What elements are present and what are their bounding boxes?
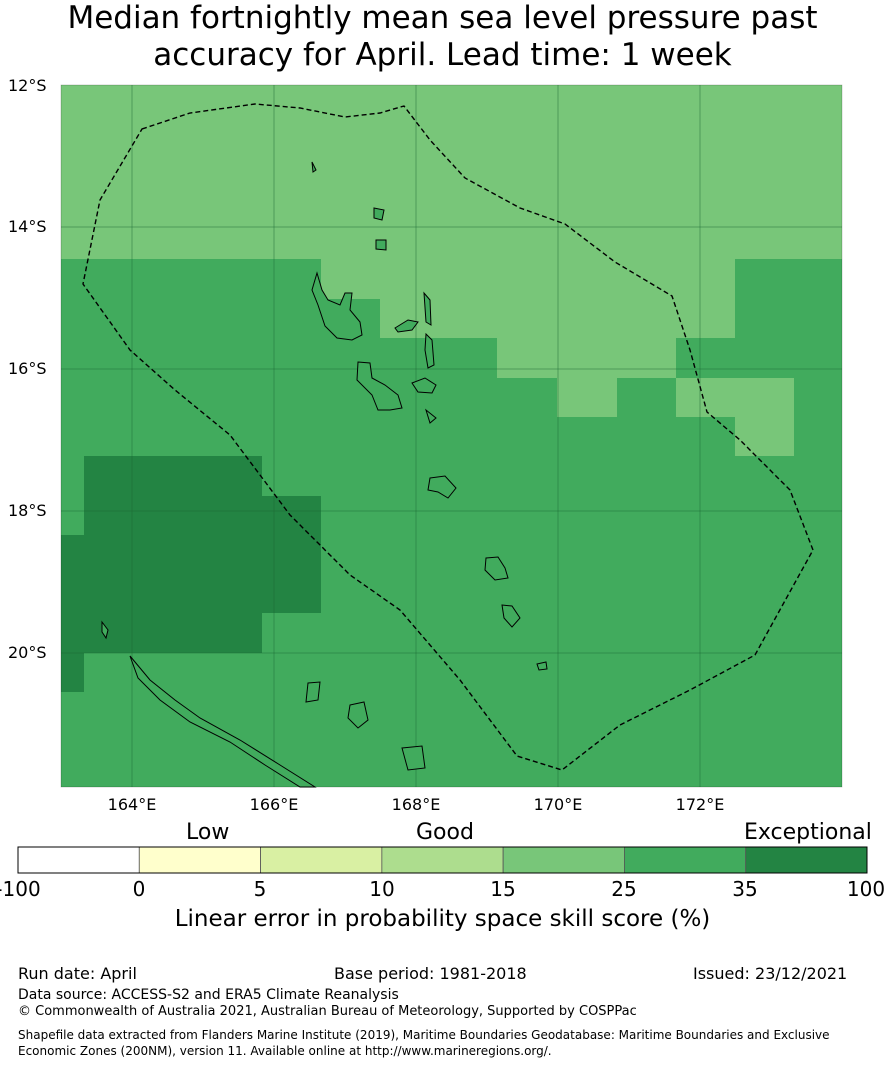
cb-tick-0: -100 (0, 877, 41, 901)
cb-tick-5: 25 (611, 877, 637, 901)
data-source: Data source: ACCESS-S2 and ERA5 Climate … (18, 987, 399, 1003)
cb-tick-6: 35 (732, 877, 758, 901)
base-period: Base period: 1981-2018 (334, 964, 527, 983)
lon-label-172e: 172°E (675, 795, 725, 814)
lon-label-170e: 170°E (533, 795, 583, 814)
island-banks-1 (373, 207, 385, 221)
skill-cell-light-center (557, 378, 617, 417)
island-maewo (423, 291, 432, 326)
island-malekula (356, 361, 403, 411)
colorbar (17, 846, 868, 874)
copyright: © Commonwealth of Australia 2021, Austra… (18, 1004, 637, 1019)
cb-tick-3: 10 (369, 877, 395, 901)
island-new-caledonia (129, 655, 317, 788)
colorbar-segment-2 (260, 846, 383, 874)
skill-region-light-north (61, 85, 842, 378)
lat-label-18s: 18°S (8, 501, 47, 520)
island-torres-1 (311, 161, 317, 173)
colorbar-segment-6 (745, 846, 868, 874)
cb-tick-1: 0 (132, 877, 146, 901)
island-erromango (484, 556, 509, 581)
category-good: Good (416, 820, 474, 845)
map-frame (60, 84, 843, 788)
issued-date: Issued: 23/12/2021 (693, 964, 848, 983)
colorbar-segment-0 (17, 846, 140, 874)
lat-label-16s: 16°S (8, 359, 47, 378)
island-espiritu-santo (311, 271, 363, 341)
lat-label-14s: 14°S (8, 217, 47, 236)
category-low: Low (186, 820, 230, 845)
skill-region-dark-southwest (61, 456, 321, 692)
island-aneityum (536, 661, 548, 671)
title-line-2: accuracy for April. Lead time: 1 week (153, 37, 732, 73)
island-ambrym (411, 377, 437, 394)
island-efate (427, 475, 457, 499)
colorbar-segment-5 (624, 846, 747, 874)
island-loyalty-3 (401, 745, 426, 771)
skill-region-light-east (676, 378, 794, 456)
shapefile-line-2: Economic Zones (200NM), version 11. Avai… (18, 1044, 552, 1058)
shapefile-line-1: Shapefile data extracted from Flanders M… (18, 1028, 830, 1042)
island-tanna (501, 604, 521, 628)
lon-label-164e: 164°E (107, 795, 157, 814)
chart-title: Median fortnightly mean sea level pressu… (0, 0, 885, 74)
category-exceptional: Exceptional (744, 820, 872, 845)
colorbar-segment-1 (138, 846, 261, 874)
lat-label-20s: 20°S (8, 643, 47, 662)
island-loyalty-1 (305, 681, 321, 703)
island-epi (425, 408, 437, 424)
lon-label-168e: 168°E (391, 795, 441, 814)
colorbar-label: Linear error in probability space skill … (174, 906, 711, 932)
lat-label-12s: 12°S (8, 76, 47, 95)
cb-tick-7: 100 (846, 877, 885, 901)
colorbar-segment-3 (381, 846, 504, 874)
colorbar-segment-4 (502, 846, 625, 874)
island-loyalty-2 (347, 701, 369, 729)
colorbar-outline (17, 846, 868, 874)
graticule (61, 85, 842, 787)
lon-label-166e: 166°E (249, 795, 299, 814)
run-date: Run date: April (18, 964, 137, 983)
coastlines (101, 161, 548, 788)
cb-tick-2: 5 (253, 877, 267, 901)
eez-boundary (82, 103, 814, 771)
island-pentecost (424, 332, 435, 369)
island-belep (101, 620, 109, 640)
title-line-1: Median fortnightly mean sea level pressu… (67, 0, 818, 36)
shapefile-credit: Shapefile data extracted from Flanders M… (18, 1027, 878, 1059)
cb-tick-4: 15 (490, 877, 516, 901)
island-banks-2 (375, 239, 387, 251)
island-ambae (394, 319, 419, 333)
